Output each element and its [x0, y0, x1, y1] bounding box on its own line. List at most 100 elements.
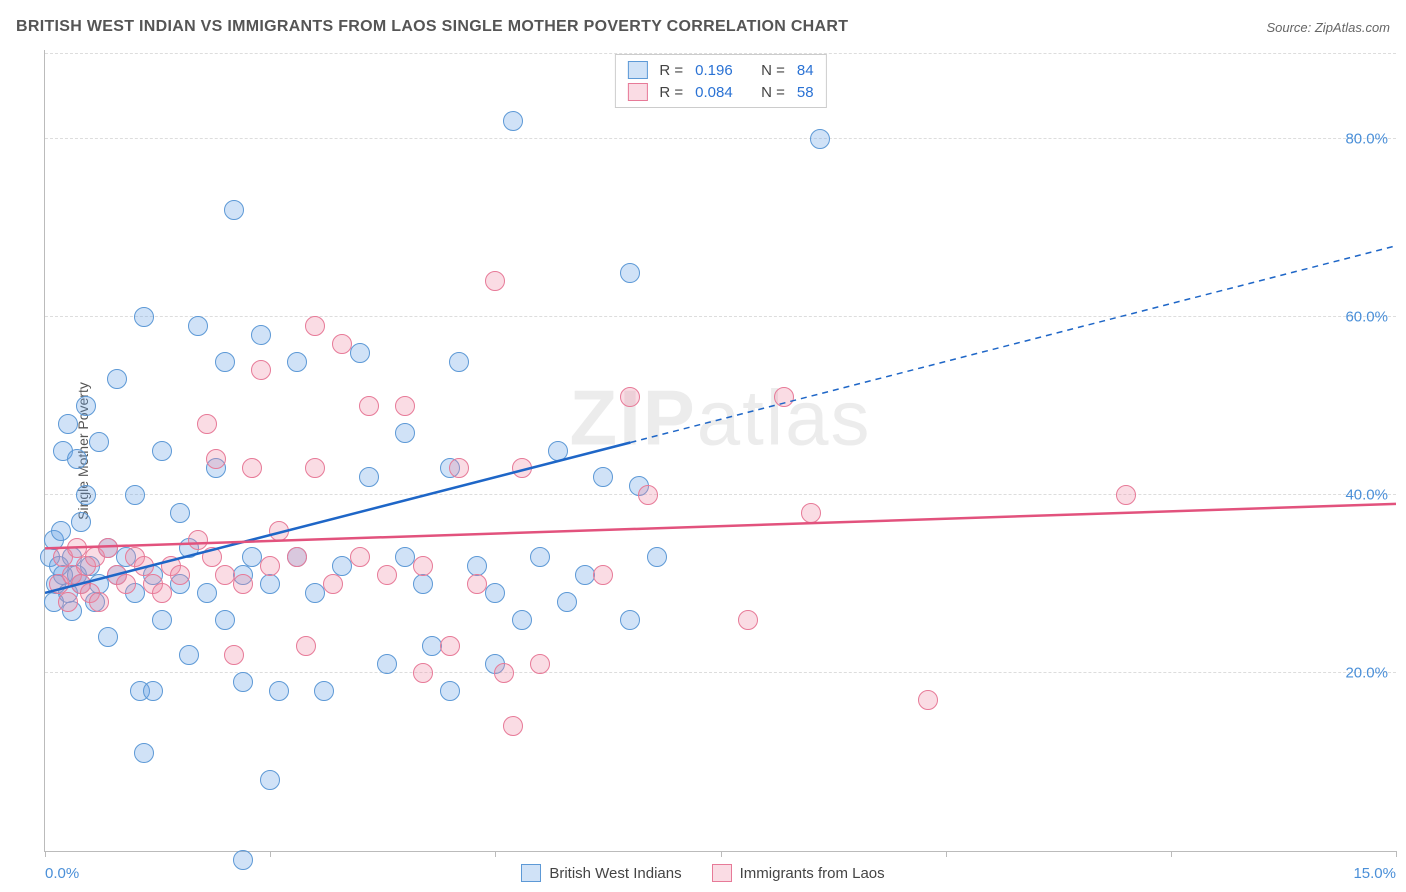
x-tick — [495, 851, 496, 857]
data-point — [58, 592, 78, 612]
legend-label-laos: Immigrants from Laos — [740, 865, 885, 882]
data-point — [503, 111, 523, 131]
data-point — [738, 610, 758, 630]
correlation-legend: R = 0.196 N = 84 R = 0.084 N = 58 — [614, 54, 826, 108]
data-point — [179, 645, 199, 665]
data-point — [413, 663, 433, 683]
data-point — [107, 369, 127, 389]
data-point — [485, 583, 505, 603]
data-point — [323, 574, 343, 594]
data-point — [593, 565, 613, 585]
data-point — [170, 503, 190, 523]
data-point — [359, 396, 379, 416]
data-point — [152, 583, 172, 603]
data-point — [377, 654, 397, 674]
data-point — [305, 316, 325, 336]
data-point — [494, 663, 514, 683]
legend-row-laos: R = 0.084 N = 58 — [627, 81, 813, 103]
data-point — [89, 432, 109, 452]
data-point — [233, 574, 253, 594]
y-tick-label: 80.0% — [1345, 131, 1388, 148]
data-point — [512, 458, 532, 478]
data-point — [134, 743, 154, 763]
r-value-laos: 0.084 — [695, 84, 745, 101]
data-point — [350, 343, 370, 363]
data-point — [287, 352, 307, 372]
data-point — [89, 592, 109, 612]
y-tick-label: 60.0% — [1345, 309, 1388, 326]
data-point — [413, 556, 433, 576]
data-point — [233, 672, 253, 692]
data-point — [188, 530, 208, 550]
x-tick — [946, 851, 947, 857]
x-tick — [45, 851, 46, 857]
data-point — [287, 547, 307, 567]
data-point — [332, 334, 352, 354]
data-point — [557, 592, 577, 612]
r-label: R = — [659, 84, 683, 101]
data-point — [251, 325, 271, 345]
data-point — [395, 547, 415, 567]
data-point — [269, 521, 289, 541]
data-point — [638, 485, 658, 505]
data-point — [224, 645, 244, 665]
x-tick — [1396, 851, 1397, 857]
data-point — [377, 565, 397, 585]
gridline — [45, 494, 1396, 495]
gridline — [45, 316, 1396, 317]
x-tick — [1171, 851, 1172, 857]
data-point — [269, 681, 289, 701]
data-point — [918, 690, 938, 710]
n-value-bwi: 84 — [797, 62, 814, 79]
data-point — [1116, 485, 1136, 505]
legend-item-bwi: British West Indians — [521, 864, 681, 882]
data-point — [215, 610, 235, 630]
data-point — [188, 316, 208, 336]
data-point — [51, 521, 71, 541]
data-point — [215, 352, 235, 372]
chart-title: BRITISH WEST INDIAN VS IMMIGRANTS FROM L… — [16, 18, 848, 36]
n-label: N = — [761, 62, 785, 79]
r-value-bwi: 0.196 — [695, 62, 745, 79]
legend-swatch-bwi — [521, 864, 541, 882]
data-point — [647, 547, 667, 567]
legend-swatch-laos — [627, 83, 647, 101]
trendline-layer — [45, 50, 1396, 851]
data-point — [197, 414, 217, 434]
source-label: Source: ZipAtlas.com — [1266, 20, 1390, 35]
legend-item-laos: Immigrants from Laos — [712, 864, 885, 882]
data-point — [350, 547, 370, 567]
data-point — [242, 458, 262, 478]
data-point — [76, 396, 96, 416]
series-legend: British West Indians Immigrants from Lao… — [0, 864, 1406, 882]
plot-region: R = 0.196 N = 84 R = 0.084 N = 58 ZIPatl… — [44, 50, 1396, 852]
data-point — [530, 654, 550, 674]
data-point — [801, 503, 821, 523]
data-point — [449, 458, 469, 478]
data-point — [170, 565, 190, 585]
data-point — [440, 636, 460, 656]
data-point — [620, 387, 640, 407]
data-point — [413, 574, 433, 594]
data-point — [305, 583, 325, 603]
data-point — [620, 610, 640, 630]
n-value-laos: 58 — [797, 84, 814, 101]
data-point — [58, 414, 78, 434]
data-point — [332, 556, 352, 576]
data-point — [67, 449, 87, 469]
legend-label-bwi: British West Indians — [549, 865, 681, 882]
data-point — [395, 396, 415, 416]
legend-swatch-bwi — [627, 61, 647, 79]
data-point — [202, 547, 222, 567]
data-point — [395, 423, 415, 443]
data-point — [260, 574, 280, 594]
chart-area: Single Mother Poverty R = 0.196 N = 84 R… — [44, 50, 1396, 852]
data-point — [512, 610, 532, 630]
data-point — [575, 565, 595, 585]
data-point — [774, 387, 794, 407]
data-point — [359, 467, 379, 487]
data-point — [251, 360, 271, 380]
data-point — [422, 636, 442, 656]
data-point — [810, 129, 830, 149]
data-point — [134, 307, 154, 327]
